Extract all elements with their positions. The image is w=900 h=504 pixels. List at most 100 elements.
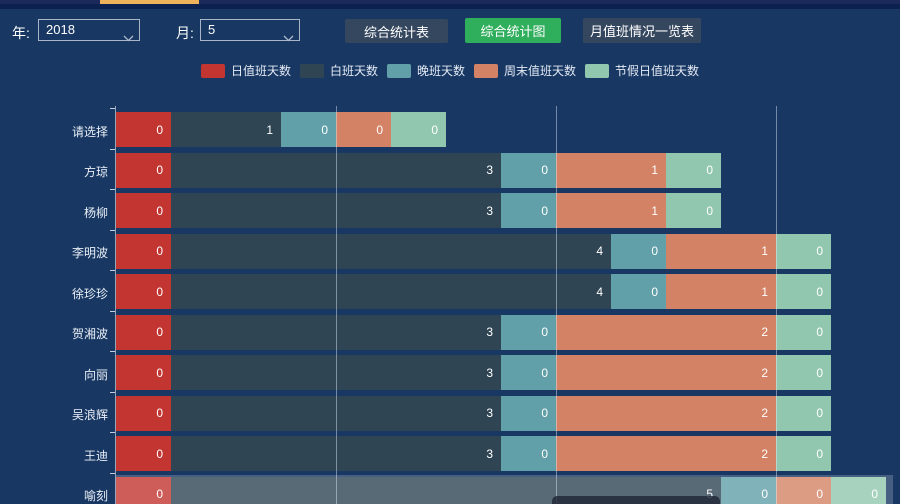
bar-segment-2[interactable]: 0: [501, 314, 556, 350]
legend-item-0[interactable]: 日值班天数: [200, 62, 291, 79]
bar-segment-2[interactable]: 0: [281, 112, 336, 147]
bar-segment-2[interactable]: 0: [501, 355, 556, 390]
bar-segment-4[interactable]: 0: [776, 355, 831, 390]
bar-segment-0[interactable]: 0: [116, 476, 171, 504]
bar-segment-0[interactable]: 0: [116, 152, 171, 188]
top-strip-lower: [0, 4, 900, 9]
bar-segment-0[interactable]: 0: [116, 193, 171, 228]
bar-segment-4[interactable]: 0: [776, 436, 831, 471]
bar-segment-3[interactable]: 2: [556, 355, 776, 390]
legend-label: 节假日值班天数: [615, 64, 700, 78]
segment-value-label: 0: [541, 203, 548, 218]
segment-value-label: 0: [541, 446, 548, 461]
bar-segment-2[interactable]: 0: [501, 436, 556, 471]
segment-value-label: 0: [816, 406, 823, 420]
bar-segment-4[interactable]: 0: [776, 395, 831, 431]
bar-segment-1[interactable]: 3: [171, 193, 501, 228]
bar-segment-3[interactable]: 2: [556, 436, 776, 471]
bar-segment-2[interactable]: 0: [611, 233, 666, 269]
legend-item-3[interactable]: 周末值班天数: [474, 62, 576, 79]
bar-segment-0[interactable]: 0: [116, 395, 171, 431]
bar-segment-0[interactable]: 0: [116, 274, 171, 309]
segment-value-label: 0: [431, 122, 438, 137]
bar-segment-2[interactable]: 0: [611, 274, 666, 309]
year-select[interactable]: 2018: [38, 19, 140, 42]
bar-segment-3[interactable]: 1: [556, 152, 666, 188]
segment-value-label: 0: [156, 487, 163, 501]
bar-segment-1[interactable]: 3: [171, 314, 501, 350]
bar-segment-2[interactable]: 0: [501, 395, 556, 431]
bar-segment-0[interactable]: 0: [116, 112, 171, 147]
segment-value-label: 1: [761, 284, 768, 299]
segment-value-label: 0: [156, 325, 163, 339]
bar-row: 0 3 0 2 0: [116, 436, 831, 471]
y-axis-tick: [110, 351, 115, 352]
bar-segment-0[interactable]: 0: [116, 233, 171, 269]
segment-value-label: 1: [761, 244, 768, 258]
segment-value-label: 1: [651, 203, 658, 218]
bar-segment-1[interactable]: 4: [171, 274, 611, 309]
bar-segment-0[interactable]: 0: [116, 355, 171, 390]
segment-value-label: 1: [651, 163, 658, 177]
bar-segment-0[interactable]: 0: [116, 314, 171, 350]
segment-value-label: 0: [651, 284, 658, 299]
bar-segment-4[interactable]: 0: [776, 233, 831, 269]
segment-value-label: 0: [541, 365, 548, 380]
segment-value-label: 0: [321, 122, 328, 137]
legend-label: 日值班天数: [230, 64, 291, 78]
segment-value-label: 0: [816, 284, 823, 299]
bar-segment-4[interactable]: 0: [391, 112, 446, 147]
bar-segment-1[interactable]: 3: [171, 395, 501, 431]
legend-item-2[interactable]: 晚班天数: [386, 62, 465, 79]
segment-value-label: 0: [156, 284, 163, 299]
bar-row: 0 3 0 2 0: [116, 395, 831, 431]
category-label: 方琼: [83, 165, 108, 179]
bar-segment-3[interactable]: 1: [666, 233, 776, 269]
bar-segment-0[interactable]: 0: [116, 436, 171, 471]
segment-value-label: 0: [761, 487, 768, 501]
y-axis-tick: [110, 472, 115, 474]
bar-segment-2[interactable]: 0: [721, 476, 776, 504]
legend-item-1[interactable]: 白班天数: [299, 62, 378, 79]
bar-segment-1[interactable]: 3: [171, 436, 501, 471]
bar-segment-4[interactable]: 0: [776, 314, 831, 350]
bar-segment-1[interactable]: 3: [171, 355, 501, 390]
bar-segment-2[interactable]: 0: [501, 152, 556, 188]
segment-value-label: 2: [761, 406, 768, 420]
bar-segment-4[interactable]: 0: [666, 193, 721, 228]
bar-segment-4[interactable]: 0: [776, 274, 831, 309]
bar-segment-3[interactable]: 2: [556, 395, 776, 431]
bar-segment-3[interactable]: 0: [336, 112, 391, 147]
bar-segment-3[interactable]: 1: [666, 274, 776, 309]
y-axis-tick: [110, 270, 115, 271]
segment-value-label: 5: [706, 487, 713, 501]
month-select[interactable]: 5: [200, 19, 300, 42]
legend-item-4[interactable]: 节假日值班天数: [585, 62, 699, 79]
bar-segment-3[interactable]: 0: [776, 476, 831, 504]
bar-segment-1[interactable]: 1: [171, 112, 281, 147]
bar-segment-1[interactable]: 3: [171, 152, 501, 188]
y-axis-tick: [110, 310, 115, 312]
legend-swatch: [200, 63, 225, 78]
bar-segment-3[interactable]: 1: [556, 193, 666, 228]
segment-value-label: 0: [156, 365, 163, 380]
bar-segment-3[interactable]: 2: [556, 314, 776, 350]
y-axis-tick: [110, 108, 115, 109]
x-gridline: [776, 106, 777, 504]
bar-segment-2[interactable]: 0: [501, 193, 556, 228]
legend-swatch: [299, 63, 324, 78]
y-axis-tick: [110, 391, 115, 393]
stats-table-button[interactable]: 综合统计表: [345, 19, 448, 43]
segment-value-label: 0: [156, 203, 163, 218]
bar-row: 0 1 0 0 0: [116, 112, 446, 147]
monthly-duty-overview-button[interactable]: 月值班情况一览表: [583, 18, 701, 43]
stats-chart-button[interactable]: 综合统计图: [465, 18, 561, 43]
segment-value-label: 2: [761, 365, 768, 380]
bar-segment-4[interactable]: 0: [666, 152, 721, 188]
tooltip: [552, 496, 720, 504]
segment-value-label: 0: [156, 406, 163, 420]
bar-segment-4[interactable]: 0: [831, 476, 886, 504]
category-label: 徐珍珍: [71, 286, 108, 301]
bar-segment-1[interactable]: 4: [171, 233, 611, 269]
